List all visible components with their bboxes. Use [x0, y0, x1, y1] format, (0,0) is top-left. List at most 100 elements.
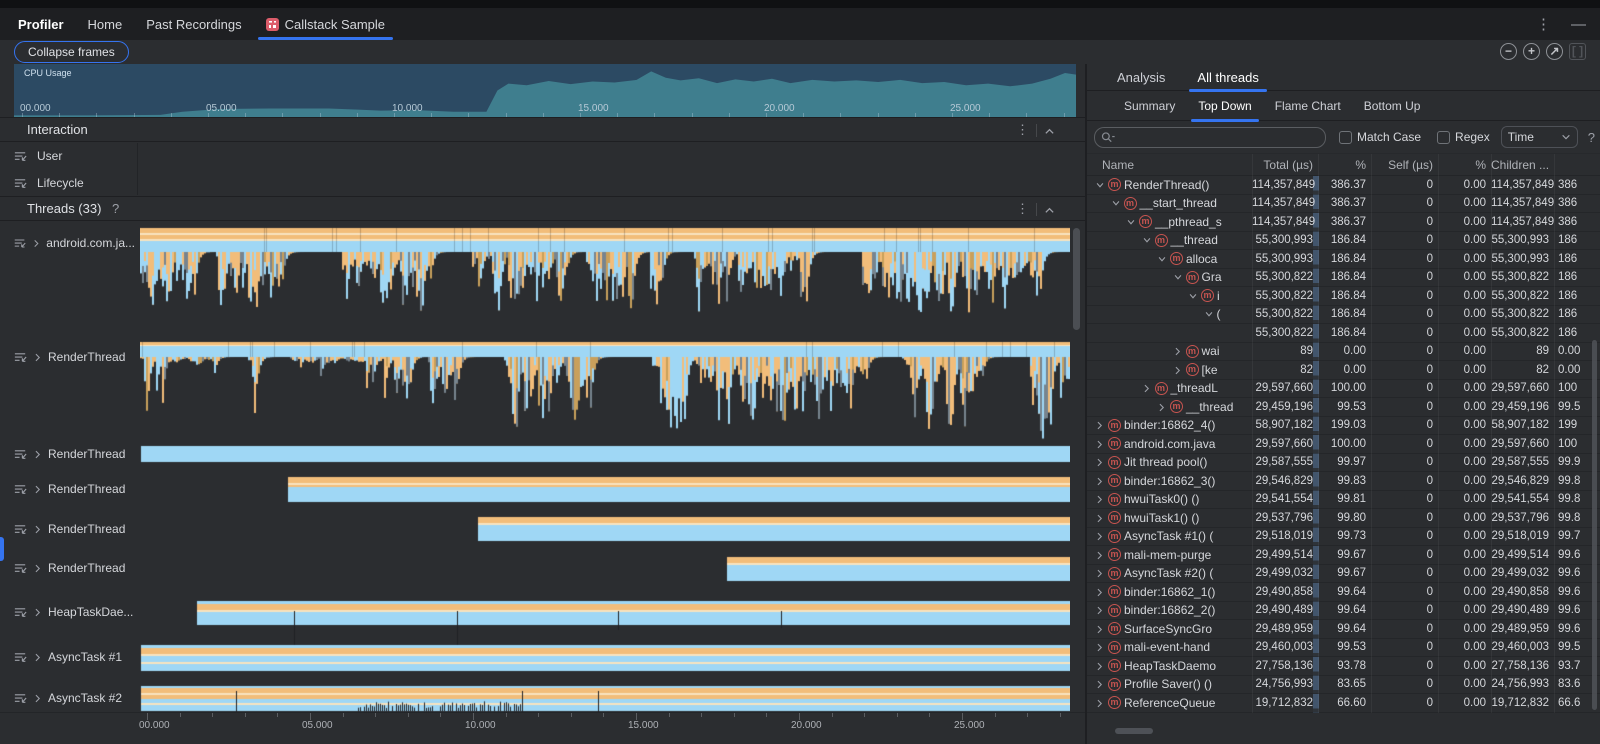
thread-track-renderthread[interactable]: [478, 517, 1070, 541]
thread-track-renderthread[interactable]: [727, 557, 1070, 581]
table-row[interactable]: m HeapTaskDaemo 27,758,136 93.78 0 0.00 27,758…: [1087, 657, 1600, 676]
chevron-right-icon[interactable]: [1095, 698, 1105, 708]
thread-label-heaptaskdae[interactable]: HeapTaskDae...: [13, 604, 135, 620]
collapse-frames-button[interactable]: Collapse frames: [14, 41, 129, 63]
table-row[interactable]: m Gra 55,300,822 186.84 0 0.00 55,300,822 186: [1087, 269, 1600, 287]
threads-help-icon[interactable]: ?: [112, 201, 120, 216]
chevron-down-icon[interactable]: [1204, 309, 1214, 319]
table-row[interactable]: 55,300,822 186.84 0 0.00 55,300,822 186: [1087, 324, 1600, 343]
search-input[interactable]: [1094, 126, 1326, 148]
thread-label-renderthread[interactable]: RenderThread: [13, 481, 135, 497]
threads-collapse-icon[interactable]: [1044, 203, 1055, 221]
thread-label-renderthread[interactable]: RenderThread: [13, 521, 135, 537]
table-row[interactable]: m [ke 82 0.00 0 0.00 82 0.00: [1087, 361, 1600, 380]
thread-track-heaptaskdae[interactable]: [197, 601, 1070, 625]
table-row[interactable]: m Jit thread pool() 29,587,555 99.97 0 0.00 29…: [1087, 454, 1600, 472]
chevron-right-icon[interactable]: [1095, 420, 1105, 430]
thread-track-asynctask-2[interactable]: [141, 686, 1070, 711]
thread-label-asynctask-1[interactable]: AsyncTask #1: [13, 649, 135, 665]
table-row[interactable]: m binder:16862_4() 58,907,182 199.03 0 0.00 58…: [1087, 417, 1600, 435]
table-row[interactable]: m binder:16862_2() 29,490,489 99.64 0 0.00 29,…: [1087, 602, 1600, 620]
tab-past-recordings[interactable]: Past Recordings: [146, 8, 241, 40]
threads-scrollbar-thumb[interactable]: [1073, 228, 1080, 330]
chevron-right-icon[interactable]: [1095, 513, 1105, 523]
chevron-right-icon[interactable]: [1095, 457, 1105, 467]
kebab-icon[interactable]: ⋮: [1536, 15, 1551, 33]
chevron-right-icon[interactable]: [1095, 494, 1105, 504]
tab-callstack-sample[interactable]: Callstack Sample: [257, 8, 394, 40]
table-vertical-scrollbar-thumb[interactable]: [1592, 340, 1597, 710]
zoom-out-icon[interactable]: −: [1500, 43, 1517, 60]
chevron-down-icon[interactable]: [1188, 291, 1198, 301]
chevron-right-icon[interactable]: [1095, 642, 1105, 652]
cpu-usage-chart[interactable]: CPU Usage 00.000 05.000 10.000 15.000 20.000…: [14, 64, 1076, 117]
chevron-down-icon[interactable]: [1142, 235, 1152, 245]
table-row[interactable]: m i 55,300,822 186.84 0 0.00 55,300,822 186: [1087, 287, 1600, 306]
help-icon[interactable]: ?: [1587, 129, 1595, 145]
thread-label-android-com-ja[interactable]: android.com.ja...: [13, 235, 135, 251]
chevron-right-icon[interactable]: [1173, 365, 1183, 375]
column-header-children[interactable]: Children ...: [1491, 157, 1550, 172]
chevron-right-icon[interactable]: [1095, 439, 1105, 449]
table-row[interactable]: m SurfaceSyncGro 29,489,959 99.64 0 0.00 29,48…: [1087, 620, 1600, 639]
interaction-kebab-icon[interactable]: ⋮: [1016, 122, 1029, 137]
table-row[interactable]: m alloca 55,300,993 186.84 0 0.00 55,300,993 18…: [1087, 250, 1600, 269]
filter-dropdown[interactable]: Time: [1500, 126, 1578, 148]
chevron-right-icon[interactable]: [1095, 624, 1105, 634]
table-row[interactable]: m __thread 29,459,196 99.53 0 0.00 29,459,196 9…: [1087, 398, 1600, 417]
table-row[interactable]: (55,300,822 186.84 0 0.00 55,300,822 186: [1087, 306, 1600, 324]
chevron-right-icon[interactable]: [1095, 605, 1105, 615]
thread-track-android-com-ja[interactable]: [140, 228, 1070, 332]
thread-label-renderthread[interactable]: RenderThread: [13, 349, 135, 365]
interaction-collapse-icon[interactable]: [1044, 124, 1055, 142]
regex-checkbox[interactable]: [1437, 130, 1451, 144]
match-case-checkbox[interactable]: [1339, 130, 1352, 144]
chevron-right-icon[interactable]: [1095, 476, 1105, 486]
chevron-right-icon[interactable]: [1095, 679, 1105, 689]
analysis-tab-analysis[interactable]: Analysis: [1117, 69, 1166, 85]
chevron-right-icon[interactable]: [1157, 402, 1167, 412]
table-row[interactable]: m binder:16862_1() 29,490,858 99.64 0 0.00 29,…: [1087, 583, 1600, 602]
table-row[interactable]: m mali-mem-purge 29,499,514 99.67 0 0.00 29,49…: [1087, 546, 1600, 565]
tab-profiler[interactable]: Profiler: [18, 8, 64, 40]
analysis-subtab-bottom-up[interactable]: Bottom Up: [1363, 98, 1421, 113]
thread-track-renderthread[interactable]: [288, 477, 1070, 502]
thread-label-asynctask-2[interactable]: AsyncTask #2: [13, 690, 135, 706]
chevron-down-icon[interactable]: [1173, 272, 1183, 282]
search-icon[interactable]: [1101, 131, 1115, 149]
chevron-right-icon[interactable]: [1173, 346, 1183, 356]
chevron-right-icon[interactable]: [1095, 661, 1105, 671]
table-row[interactable]: m ReferenceQueue 19,712,832 66.60 0 0.00 19,71…: [1087, 694, 1600, 713]
thread-label-renderthread[interactable]: RenderThread: [13, 446, 135, 462]
minimize-icon[interactable]: —: [1571, 15, 1586, 33]
table-row[interactable]: m __start_thread 114,357,849 386.37 0 0.00 114…: [1087, 195, 1600, 213]
analysis-subtab-flame-chart[interactable]: Flame Chart: [1274, 98, 1341, 113]
table-row[interactable]: m __thread 55,300,993 186.84 0 0.00 55,300,993…: [1087, 232, 1600, 250]
table-row[interactable]: m hwuiTask1() () 29,537,796 99.80 0 0.00 29,53…: [1087, 509, 1600, 528]
threads-kebab-icon[interactable]: ⋮: [1016, 201, 1029, 216]
column-header-total-s[interactable]: Total (µs): [1263, 157, 1313, 172]
thread-label-renderthread[interactable]: RenderThread: [13, 560, 135, 576]
analysis-tab-all-threads[interactable]: All threads: [1189, 64, 1268, 92]
reset-zoom-icon[interactable]: ↗: [1546, 43, 1563, 60]
tab-home[interactable]: Home: [88, 8, 123, 40]
chevron-down-icon[interactable]: [1095, 180, 1105, 190]
column-header-name[interactable]: Name: [1102, 157, 1135, 172]
chevron-down-icon[interactable]: [1111, 198, 1121, 208]
chevron-down-icon[interactable]: [1126, 217, 1136, 227]
chevron-down-icon[interactable]: [1157, 254, 1167, 264]
interaction-row-user[interactable]: User: [0, 143, 1085, 169]
analysis-subtab-top-down[interactable]: Top Down: [1191, 91, 1260, 122]
chevron-right-icon[interactable]: [1095, 587, 1105, 597]
chevron-right-icon[interactable]: [1095, 531, 1105, 541]
thread-track-renderthread[interactable]: [140, 342, 1070, 440]
table-horizontal-scrollbar-thumb[interactable]: [1115, 728, 1153, 734]
table-row[interactable]: m AsyncTask #1() (29,518,019 99.73 0 0.00 29,…: [1087, 528, 1600, 546]
table-row[interactable]: m __pthread_s 114,357,849 386.37 0 0.00 114,35…: [1087, 213, 1600, 232]
interaction-row-lifecycle[interactable]: Lifecycle: [0, 170, 1085, 196]
table-row[interactable]: m mali-event-hand 29,460,003 99.53 0 0.00 29,4…: [1087, 639, 1600, 657]
table-row[interactable]: m Profile Saver() () 24,756,993 83.65 0 0.00 2…: [1087, 676, 1600, 694]
chevron-right-icon[interactable]: [1142, 383, 1152, 393]
chevron-right-icon[interactable]: [1095, 568, 1105, 578]
column-header-blank[interactable]: %: [1475, 157, 1486, 172]
